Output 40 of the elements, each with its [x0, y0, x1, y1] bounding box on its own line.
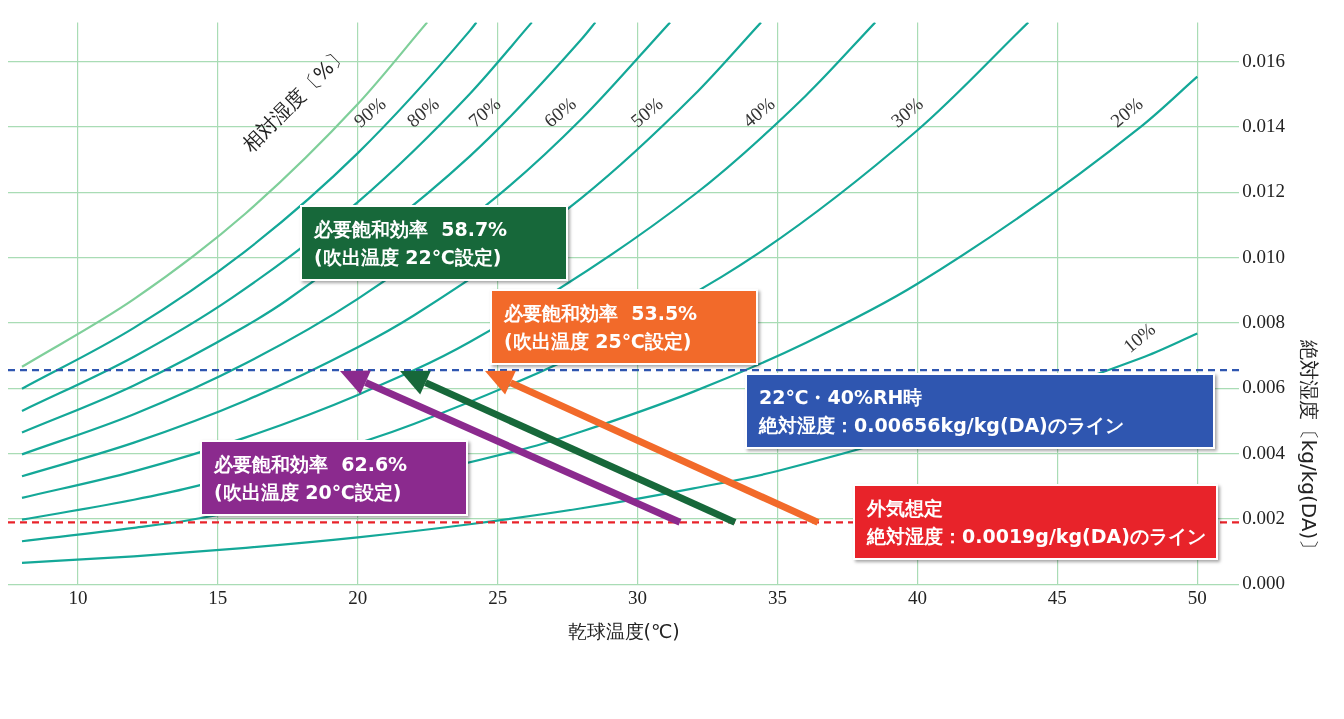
- annotation: 20%: [1106, 92, 1147, 132]
- x-tick-label: 25: [488, 586, 508, 608]
- annotation: 必要飽和効率 53.5% (吹出温度 25℃設定): [504, 301, 699, 354]
- annotation: 必要飽和効率 58.7% (吹出温度 22℃設定): [314, 217, 509, 270]
- x-tick-label: 40: [907, 586, 927, 608]
- y-tick-label: 0.016: [1242, 49, 1285, 71]
- y-tick-label: 0.002: [1242, 507, 1285, 529]
- label-box: 22℃・40%RH時 絶対湿度：0.00656kg/kg(DA)のライン: [745, 373, 1215, 450]
- y-tick-label: 0.006: [1242, 376, 1285, 398]
- y-tick-label: 0.010: [1242, 245, 1285, 267]
- x-tick-label: 45: [1047, 586, 1067, 608]
- x-axis-title: 乾球温度(℃): [567, 619, 680, 642]
- annotation: 80%: [402, 92, 443, 132]
- annotation: 70%: [464, 92, 505, 132]
- ref-line-label: 外気想定: [867, 496, 944, 522]
- x-tick-label: 15: [208, 586, 228, 608]
- y-tick-label: 0.004: [1242, 441, 1286, 463]
- x-tick-label: 20: [348, 586, 368, 608]
- y-tick-label: 0.012: [1242, 180, 1285, 202]
- y-tick-label: 0.008: [1242, 310, 1285, 332]
- annotation: 必要飽和効率 62.6% (吹出温度 20℃設定): [214, 452, 409, 505]
- x-tick-label: 30: [628, 586, 648, 608]
- x-tick-label: 50: [1187, 586, 1207, 608]
- annotation: 40%: [738, 92, 779, 132]
- x-tick-label: 35: [768, 586, 788, 608]
- x-tick-label: 10: [68, 586, 88, 608]
- annotation: 30%: [886, 92, 928, 132]
- y-tick-label: 0.014: [1242, 114, 1286, 136]
- annotation: 50%: [626, 92, 667, 132]
- ref-line-label: 22℃・40%RH時: [759, 385, 924, 411]
- annotation: 10%: [1119, 318, 1160, 357]
- label-box: 外気想定 絶対湿度：0.0019g/kg(DA)のライン: [853, 484, 1218, 561]
- callout-box: 必要飽和効率 58.7% (吹出温度 22℃設定): [300, 205, 568, 281]
- annotation: 絶対湿度：0.0019g/kg(DA)のライン: [867, 524, 1206, 550]
- y-tick-label: 0.000: [1242, 572, 1285, 594]
- annotation: 絶対湿度：0.00656kg/kg(DA)のライン: [759, 413, 1125, 439]
- callout-box: 必要飽和効率 62.6% (吹出温度 20℃設定): [200, 440, 468, 516]
- callout-box: 必要飽和効率 53.5% (吹出温度 25℃設定): [490, 289, 758, 365]
- y-axis-title: 絶対湿度〔kg/kg(DA)〕: [1295, 339, 1322, 560]
- annotation: 60%: [539, 92, 581, 132]
